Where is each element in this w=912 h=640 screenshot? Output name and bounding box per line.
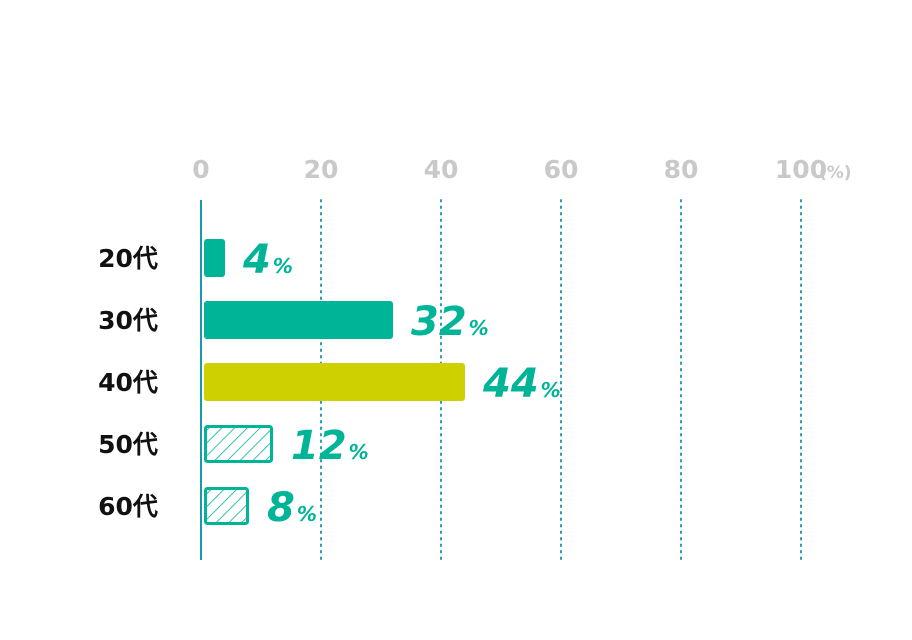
bars	[204, 239, 465, 525]
value-number: 12	[291, 423, 347, 469]
x-tick-label: 0	[192, 155, 209, 184]
value-unit: %	[349, 440, 369, 464]
category-label: 30代	[98, 306, 158, 335]
value-label: 32%	[411, 299, 489, 345]
category-label: 50代	[98, 430, 158, 459]
value-label: 8%	[267, 485, 317, 531]
category-label: 60代	[98, 492, 158, 521]
bar	[204, 363, 465, 401]
value-unit: %	[469, 316, 489, 340]
bar	[204, 425, 273, 463]
x-axis-ticks: 0 20 40 60 80 100(%)	[192, 155, 851, 184]
value-label: 44%	[482, 361, 561, 407]
x-tick-label: 80	[664, 155, 699, 184]
x-tick-label: 100	[775, 155, 827, 184]
value-labels: 4 %32 %44 %12 %8%	[242, 237, 561, 531]
category-label: 40代	[98, 368, 158, 397]
value-label: 4%	[242, 237, 293, 283]
x-tick-label: 20	[304, 155, 339, 184]
grid-lines	[320, 199, 802, 561]
value-number: 44	[482, 361, 539, 407]
value-unit: %	[541, 378, 561, 402]
x-tick-label: 40	[424, 155, 459, 184]
value-number: 4	[242, 237, 271, 283]
value-unit: %	[297, 502, 317, 526]
bar	[204, 487, 249, 525]
value-unit: %	[273, 254, 293, 278]
value-number: 32	[411, 299, 467, 345]
category-labels: 20代 30代 40代 50代 60代	[98, 244, 158, 521]
x-tick-label: 60	[544, 155, 579, 184]
category-label: 20代	[98, 244, 158, 273]
value-label: 12%	[291, 423, 369, 469]
bar	[204, 301, 393, 339]
value-number: 8	[267, 485, 295, 531]
x-unit-label: (%)	[819, 163, 852, 183]
bar	[204, 239, 225, 277]
